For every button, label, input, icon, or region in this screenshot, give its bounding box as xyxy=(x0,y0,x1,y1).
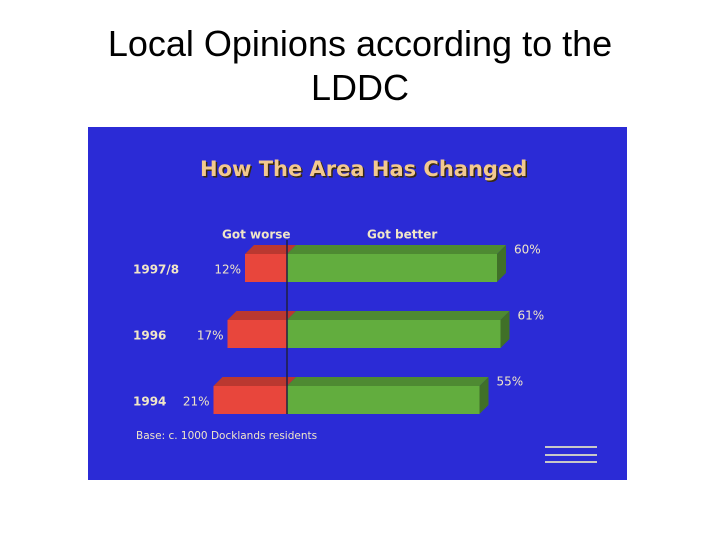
bar-top xyxy=(287,245,506,254)
bar xyxy=(245,254,287,282)
bar-top xyxy=(245,245,296,254)
bar xyxy=(287,320,501,348)
bar xyxy=(213,386,287,414)
note: Base: c. 1000 Docklands residents xyxy=(136,430,317,442)
chart-title-shadow: How The Area Has Changed xyxy=(202,159,529,183)
category-label: 1994 xyxy=(133,395,166,409)
bar-side xyxy=(497,245,506,282)
legend-label: Got better xyxy=(367,228,437,242)
value-label: 17% xyxy=(197,329,224,343)
value-label: 60% xyxy=(514,243,541,257)
bar-top xyxy=(287,377,489,386)
logo xyxy=(545,446,597,463)
value-label: 55% xyxy=(497,375,524,389)
bar xyxy=(227,320,287,348)
category-label: 1997/8 xyxy=(133,263,179,277)
category-label: 1996 xyxy=(133,329,166,343)
slide-title: Local Opinions according to the LDDC xyxy=(107,23,613,108)
value-label: 21% xyxy=(183,395,210,409)
value-label: 61% xyxy=(518,309,545,323)
bar-top xyxy=(287,311,510,320)
bar-side xyxy=(500,311,510,348)
bar-side xyxy=(479,377,489,414)
legend-label: Got worse xyxy=(222,228,291,242)
bar xyxy=(287,386,480,414)
bar xyxy=(287,254,497,282)
value-label: 12% xyxy=(214,263,241,277)
bar-top xyxy=(227,311,296,320)
chart-panel xyxy=(88,127,627,480)
chart-title: How The Area Has Changed xyxy=(200,157,527,181)
bar-top xyxy=(213,377,296,386)
